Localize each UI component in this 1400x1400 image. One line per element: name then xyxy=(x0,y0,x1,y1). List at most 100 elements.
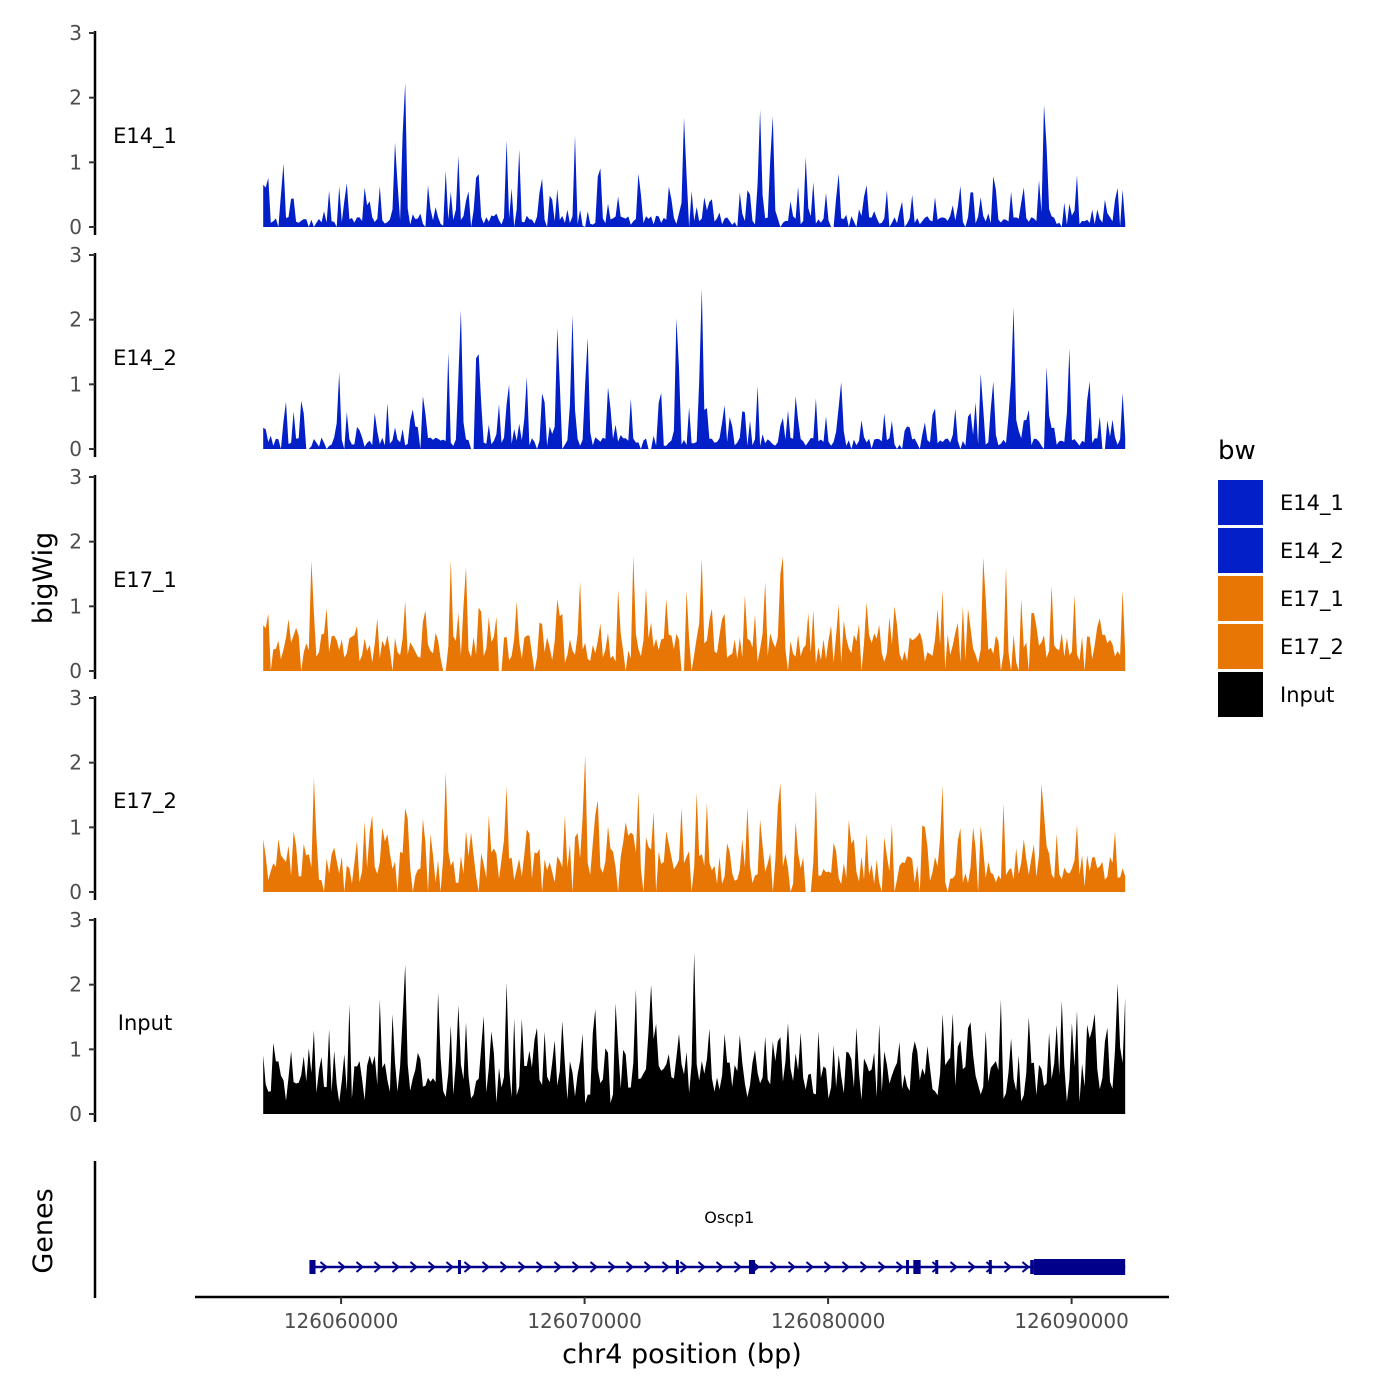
y-axis-title: bigWig xyxy=(28,532,59,625)
track-label: E14_1 xyxy=(113,124,177,149)
x-axis: 126060000 126070000 126080000 126090000 xyxy=(195,1295,1169,1333)
y-tick-label: 1 xyxy=(69,815,82,839)
strand-arrow xyxy=(805,1261,815,1273)
y-tick-label: 1 xyxy=(69,594,82,618)
strand-arrow xyxy=(949,1261,959,1273)
strand-arrow xyxy=(463,1261,473,1273)
x-axis-title: chr4 position (bp) xyxy=(562,1339,802,1370)
x-tick-label: 126060000 xyxy=(284,1309,399,1333)
y-tick-label: 0 xyxy=(69,437,82,461)
strand-arrow xyxy=(967,1261,977,1273)
strand-arrow xyxy=(607,1261,617,1273)
strand-arrow xyxy=(787,1261,797,1273)
legend-label: Input xyxy=(1280,683,1334,707)
strand-arrow xyxy=(535,1261,545,1273)
strand-arrow xyxy=(931,1261,941,1273)
strand-arrow xyxy=(769,1261,779,1273)
gene-exon xyxy=(675,1260,679,1274)
gene-exon xyxy=(935,1260,939,1274)
track-label: E17_2 xyxy=(113,789,177,814)
gene-exon xyxy=(748,1260,756,1274)
y-tick-label: 3 xyxy=(69,243,82,267)
strand-arrow xyxy=(985,1261,995,1273)
x-tick-label: 126090000 xyxy=(1014,1309,1129,1333)
track-E17_1: 0 1 2 3 E17_1 xyxy=(69,465,1126,683)
strand-arrow xyxy=(445,1261,455,1273)
y-tick-label: 3 xyxy=(69,21,82,45)
strand-arrow xyxy=(391,1261,401,1273)
strand-arrow xyxy=(571,1261,581,1273)
strand-arrow xyxy=(823,1261,833,1273)
strand-arrow xyxy=(679,1261,689,1273)
y-tick-label: 2 xyxy=(69,751,82,775)
strand-arrow xyxy=(589,1261,599,1273)
y-tick-label: 0 xyxy=(69,880,82,904)
strand-arrow xyxy=(427,1261,437,1273)
gene-exon xyxy=(457,1260,461,1274)
legend-label: E14_2 xyxy=(1280,539,1344,564)
track-label: Input xyxy=(118,1011,172,1035)
gene-Oscp1: Oscp1 xyxy=(309,1208,1126,1275)
gene-coding-block xyxy=(1033,1259,1126,1275)
y-tick-label: 2 xyxy=(69,308,82,332)
strand-arrow xyxy=(481,1261,491,1273)
track-E17_2: 0 1 2 3 E17_2 xyxy=(69,686,1126,904)
strand-arrow xyxy=(1021,1261,1031,1273)
strand-arrow xyxy=(733,1261,743,1273)
strand-arrow xyxy=(517,1261,527,1273)
signal-area-E17_2 xyxy=(263,755,1126,892)
strand-arrow xyxy=(715,1261,725,1273)
legend-key-E14_2 xyxy=(1218,528,1263,573)
strand-arrow xyxy=(661,1261,671,1273)
strand-arrow xyxy=(553,1261,563,1273)
gene-panel: Oscp1 xyxy=(93,1161,1126,1298)
track-label: E17_1 xyxy=(113,568,177,593)
track-Input: 0 1 2 3 Input xyxy=(69,908,1126,1126)
legend-label: E17_2 xyxy=(1280,635,1344,660)
y-tick-label: 0 xyxy=(69,659,82,683)
strand-arrow xyxy=(625,1261,635,1273)
legend-label: E17_1 xyxy=(1280,587,1344,612)
legend-title: bw xyxy=(1218,436,1256,466)
signal-area-E14_1 xyxy=(263,82,1126,228)
strand-arrow xyxy=(697,1261,707,1273)
gene-label: Oscp1 xyxy=(704,1208,754,1227)
legend-label: E14_1 xyxy=(1280,491,1344,516)
y-tick-label: 1 xyxy=(69,150,82,174)
y-tick-label: 3 xyxy=(69,465,82,489)
gene-exon xyxy=(913,1260,921,1274)
y-tick-label: 0 xyxy=(69,215,82,239)
signal-area-E17_1 xyxy=(263,555,1126,671)
x-tick-label: 126070000 xyxy=(527,1309,642,1333)
strand-arrow xyxy=(895,1261,905,1273)
track-E14_2: 0 1 2 3 E14_2 xyxy=(69,243,1126,461)
legend-key-E17_2 xyxy=(1218,624,1263,669)
strand-arrow xyxy=(859,1261,869,1273)
gene-exon xyxy=(309,1260,316,1274)
y-tick-label: 1 xyxy=(69,1037,82,1061)
strand-arrow xyxy=(841,1261,851,1273)
genes-panel-title: Genes xyxy=(28,1188,59,1273)
y-tick-label: 1 xyxy=(69,372,82,396)
legend-key-Input xyxy=(1218,672,1263,717)
strand-arrow xyxy=(643,1261,653,1273)
legend-key-E14_1 xyxy=(1218,480,1263,525)
strand-arrow xyxy=(409,1261,419,1273)
gene-exon xyxy=(988,1260,992,1274)
track-label: E14_2 xyxy=(113,346,177,371)
y-tick-label: 3 xyxy=(69,686,82,710)
bigwig-tracks: 0 1 2 3 E14_1 0 1 2 3 E14_2 0 1 2 3 E17_1 0 1 2 3 E17_2 0 1 2 3… xyxy=(69,21,1126,1126)
strand-arrow xyxy=(337,1261,347,1273)
strand-arrow xyxy=(373,1261,383,1273)
strand-arrow xyxy=(499,1261,509,1273)
gene-exon xyxy=(1030,1260,1034,1274)
signal-area-Input xyxy=(263,952,1126,1114)
legend: bw E14_1 E14_2 E17_1 E17_2 Input xyxy=(1218,436,1344,717)
strand-arrow xyxy=(355,1261,365,1273)
y-tick-label: 3 xyxy=(69,908,82,932)
strand-arrow xyxy=(1003,1261,1013,1273)
signal-area-E14_2 xyxy=(263,288,1126,449)
y-tick-label: 0 xyxy=(69,1102,82,1126)
legend-key-E17_1 xyxy=(1218,576,1263,621)
